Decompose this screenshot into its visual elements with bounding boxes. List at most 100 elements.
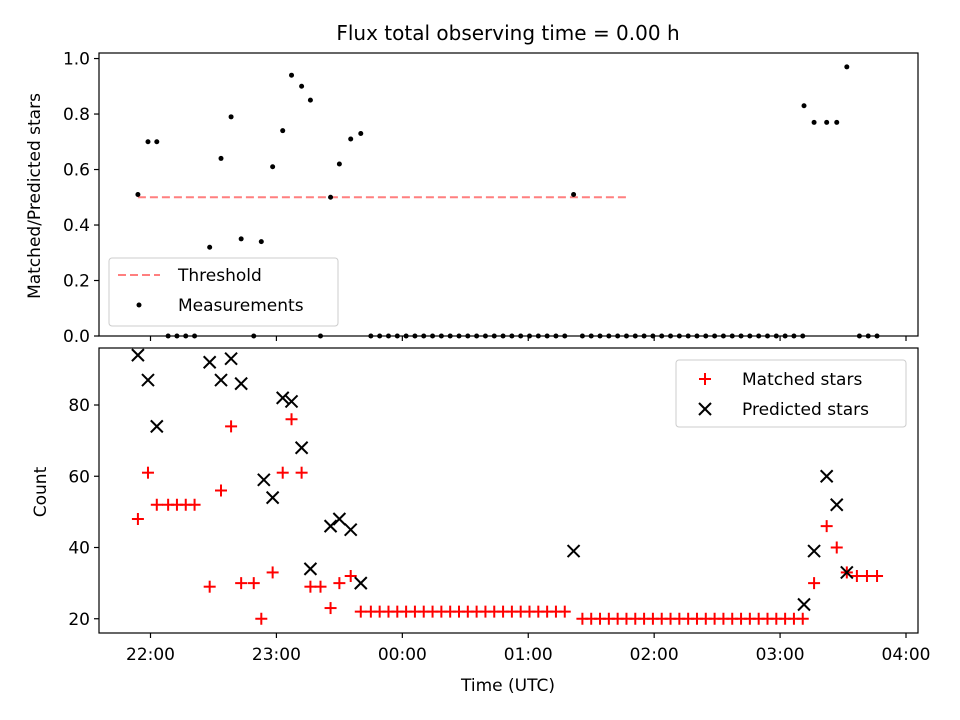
bottom-y-tick-label: 40 [68,539,90,559]
matched-point [333,577,346,590]
top-legend: Threshold Measurements [108,257,339,327]
measurement-point [348,136,354,142]
matched-point [344,570,357,582]
predicted-point [284,394,299,409]
measurement-point [571,192,577,197]
bottom-x-tick-label: 00:00 [378,645,427,665]
bottom-y-ticks: 20 40 60 80 [68,396,99,630]
predicted-point [141,373,155,387]
measurement-point [811,119,817,125]
bottom-x-tick-label: 03:00 [756,645,805,665]
bottom-plot-area [131,348,884,625]
top-y-axis-label: Matched/Predicted stars [25,93,45,299]
measurement-point [154,139,160,145]
bottom-x-ticks: 22:00 23:00 00:00 01:00 02:00 03:00 04:00 [126,633,931,665]
matched-point [150,498,163,511]
predicted-point [214,373,228,387]
measurement-point [218,155,224,161]
predicted-point [332,512,347,526]
measurements-legend-swatch [136,302,142,308]
predicted-legend-label: Predicted stars [742,400,869,420]
predicted-point [224,351,238,366]
predicted-point [234,376,248,391]
matched-point [295,466,308,479]
matched-point [141,466,154,479]
measurement-point [258,239,264,245]
predicted-point [797,597,811,612]
measurements-legend-label: Measurements [178,296,304,316]
bottom-axes-frame [98,347,919,634]
bottom-legend: Matched stars Predicted stars [675,359,907,428]
matched-point [808,577,821,590]
measurement-point [207,244,213,250]
predicted-point [807,544,821,558]
top-y-tick-label: 0.8 [63,105,90,125]
predicted-point [265,490,280,505]
measurement-point [270,164,276,170]
predicted-point [840,565,854,580]
matched-point [215,484,228,497]
matched-point [820,520,833,533]
top-y-tick-label: 1.0 [63,50,90,70]
top-axes-frame [98,52,919,337]
predicted-point [354,576,368,590]
matched-point [247,577,260,590]
matched-point [324,602,337,615]
predicted-point [257,473,271,487]
measurement-point [238,236,244,242]
measurement-point [228,114,234,120]
predicted-point [276,391,290,405]
matched-point [266,566,279,579]
predicted-point [202,355,217,369]
bottom-y-axis-label: Count [31,466,51,517]
matched-point [314,580,327,593]
matched-point [354,605,367,618]
measurement-point [834,119,840,125]
bottom-legend-box [675,359,907,428]
measurement-point [280,128,286,134]
measurement-point [328,194,334,200]
bottom-x-tick-label: 04:00 [882,645,931,665]
matched-point [203,580,216,593]
matched-legend-label: Matched stars [742,370,862,390]
top-axes: Flux total observing time = 0.00 h Match… [25,21,919,347]
matched-legend-swatch [699,373,711,385]
predicted-point [131,348,145,362]
predicted-legend-swatch [698,402,712,416]
top-legend-box [108,257,339,327]
predicted-point [344,522,358,537]
matched-point [285,413,298,426]
measurement-point [307,97,313,103]
threshold-legend-label: Threshold [177,266,262,286]
top-y-ticks: 0.0 0.2 0.4 0.6 0.8 1.0 [63,50,99,347]
predicted-point [830,498,844,512]
bottom-y-tick-label: 60 [68,467,90,487]
predicted-point [566,544,581,558]
bottom-axes: Count Time (UTC) 20 40 60 80 22:00 23:00 00:0… [31,347,931,696]
matched-point [188,498,201,511]
bottom-x-axis-label: Time (UTC) [460,676,555,696]
measurement-point [336,161,342,167]
top-plot-area [135,64,880,339]
measurement-point [299,83,305,89]
predicted-point [323,519,338,533]
matched-point [796,612,809,625]
matched-point [255,612,268,625]
measurement-point [358,130,364,136]
top-y-tick-label: 0.6 [63,161,90,181]
measurement-point [135,192,141,197]
matched-point [235,577,248,590]
top-chart-title: Flux total observing time = 0.00 h [336,21,679,45]
measurement-point [145,139,151,145]
matched-point [871,570,884,582]
matched-point [225,420,238,433]
top-y-tick-label: 0.0 [63,327,90,347]
matched-point [131,513,144,525]
bottom-x-tick-label: 23:00 [252,645,301,665]
predicted-point [303,562,318,576]
measurement-point [801,103,807,109]
predicted-point [150,419,164,434]
matched-point [304,580,317,593]
top-y-tick-label: 0.2 [63,272,90,292]
